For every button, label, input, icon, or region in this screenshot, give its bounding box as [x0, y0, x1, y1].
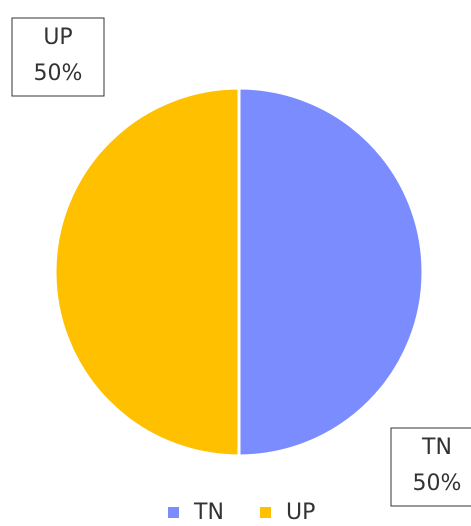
data-label-box [11, 17, 105, 97]
legend-swatch [260, 507, 271, 518]
legend-label: UP [286, 500, 315, 525]
data-label-value: 50% [413, 471, 462, 496]
data-label-box [390, 427, 471, 507]
pie-slice [237, 86, 425, 458]
legend-label: TN [193, 500, 224, 525]
data-label-name: TN [421, 435, 452, 460]
data-label-name: UP [43, 25, 72, 50]
legend-swatch [168, 507, 179, 518]
pie-slice [53, 86, 241, 458]
data-label-value: 50% [34, 61, 83, 86]
